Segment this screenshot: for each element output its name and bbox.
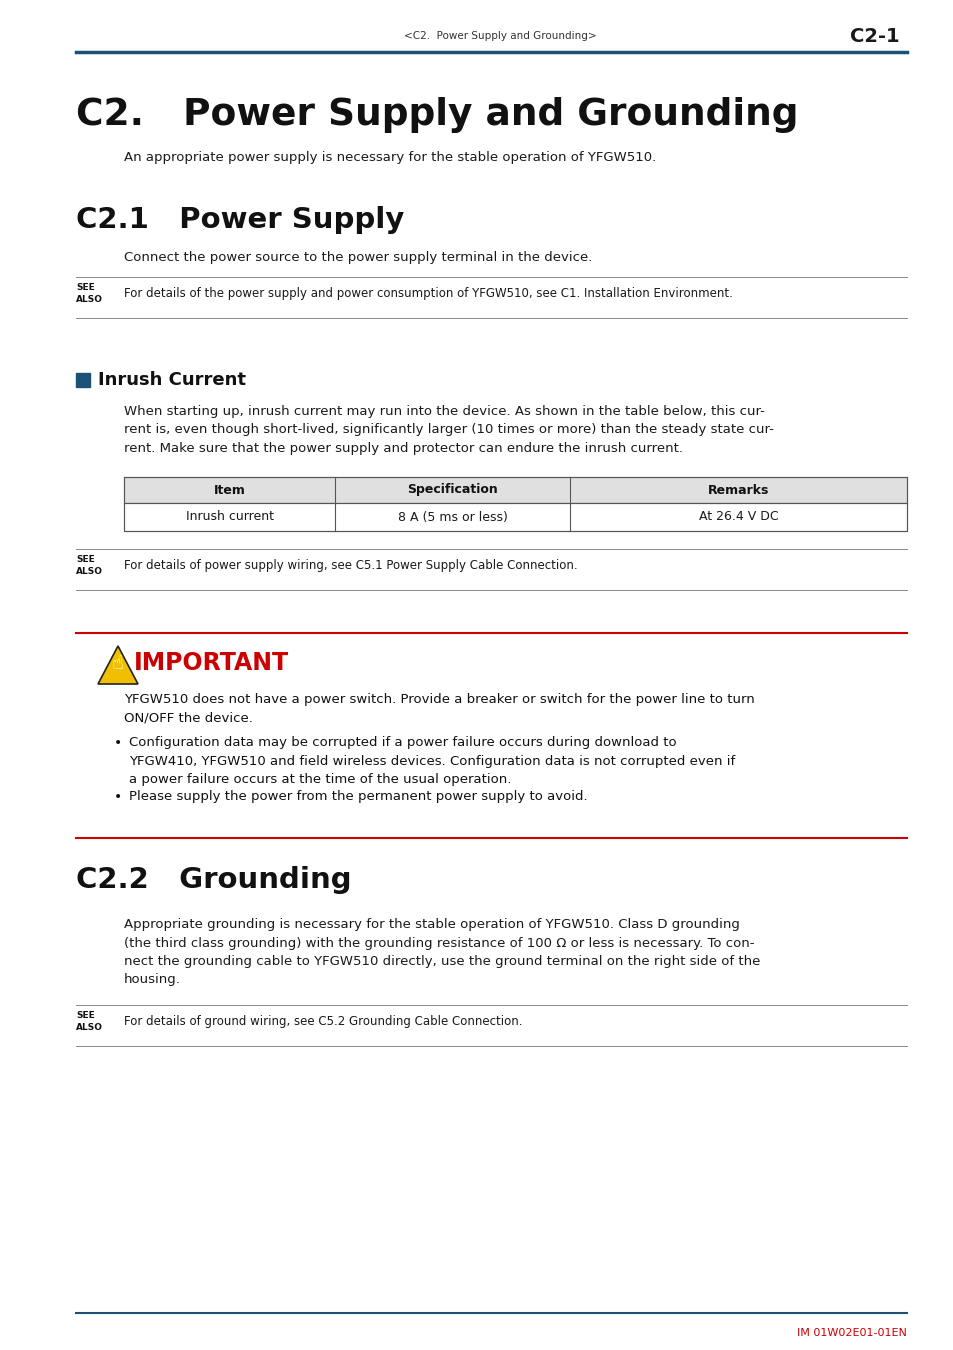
- Text: ALSO: ALSO: [76, 1022, 103, 1031]
- Text: An appropriate power supply is necessary for the stable operation of YFGW510.: An appropriate power supply is necessary…: [124, 151, 656, 165]
- Text: IMPORTANT: IMPORTANT: [133, 651, 289, 675]
- Text: SEE: SEE: [76, 555, 94, 564]
- Text: Inrush Current: Inrush Current: [98, 371, 246, 389]
- Text: C2.2   Grounding: C2.2 Grounding: [76, 865, 352, 894]
- Text: •: •: [113, 736, 122, 751]
- Text: C2.1   Power Supply: C2.1 Power Supply: [76, 207, 404, 234]
- Text: •: •: [113, 790, 122, 805]
- Text: YFGW510 does not have a power switch. Provide a breaker or switch for the power : YFGW510 does not have a power switch. Pr…: [124, 693, 754, 725]
- Text: IM 01W02E01-01EN: IM 01W02E01-01EN: [797, 1328, 906, 1338]
- Text: ☝: ☝: [112, 653, 124, 672]
- Text: <C2.  Power Supply and Grounding>: <C2. Power Supply and Grounding>: [403, 31, 596, 40]
- Bar: [76, 373, 90, 387]
- Bar: [124, 504, 906, 531]
- Text: SEE: SEE: [76, 1011, 94, 1021]
- Text: Appropriate grounding is necessary for the stable operation of YFGW510. Class D : Appropriate grounding is necessary for t…: [124, 918, 760, 987]
- Text: SEE: SEE: [76, 284, 94, 293]
- Text: For details of power supply wiring, see C5.1 Power Supply Cable Connection.: For details of power supply wiring, see …: [124, 559, 577, 571]
- Text: ALSO: ALSO: [76, 567, 103, 575]
- Polygon shape: [98, 647, 138, 684]
- Text: Remarks: Remarks: [707, 483, 768, 497]
- Text: For details of ground wiring, see C5.2 Grounding Cable Connection.: For details of ground wiring, see C5.2 G…: [124, 1014, 522, 1027]
- Text: C2.   Power Supply and Grounding: C2. Power Supply and Grounding: [76, 97, 798, 134]
- Text: Item: Item: [213, 483, 245, 497]
- Text: ALSO: ALSO: [76, 294, 103, 304]
- Text: Connect the power source to the power supply terminal in the device.: Connect the power source to the power su…: [124, 251, 592, 265]
- Text: When starting up, inrush current may run into the device. As shown in the table : When starting up, inrush current may run…: [124, 405, 773, 455]
- Text: 8 A (5 ms or less): 8 A (5 ms or less): [397, 510, 507, 524]
- Bar: [124, 477, 906, 504]
- Text: Inrush current: Inrush current: [186, 510, 274, 524]
- Text: Specification: Specification: [407, 483, 497, 497]
- Text: Configuration data may be corrupted if a power failure occurs during download to: Configuration data may be corrupted if a…: [129, 736, 735, 786]
- Text: Please supply the power from the permanent power supply to avoid.: Please supply the power from the permane…: [129, 790, 587, 803]
- Bar: [124, 477, 906, 531]
- Text: For details of the power supply and power consumption of YFGW510, see C1. Instal: For details of the power supply and powe…: [124, 286, 732, 300]
- Text: At 26.4 V DC: At 26.4 V DC: [699, 510, 778, 524]
- Text: C2-1: C2-1: [849, 27, 899, 46]
